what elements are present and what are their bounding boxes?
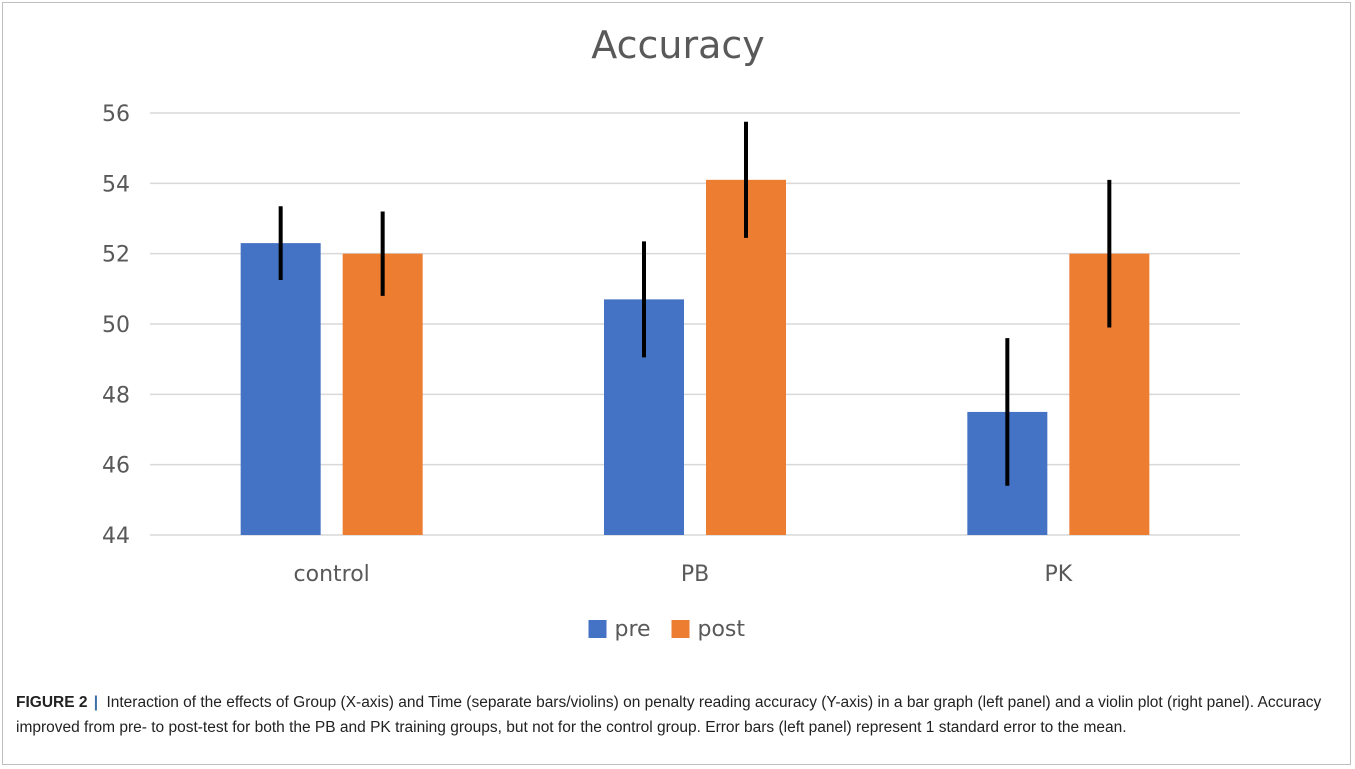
gridlines [150, 112, 1240, 536]
caption-label: FIGURE 2 [16, 694, 88, 711]
y-axis-tick-labels: 44 46 48 50 52 54 56 [102, 102, 130, 549]
y-tick-label-48: 48 [102, 383, 130, 408]
legend-label-post: post [698, 617, 746, 642]
x-axis-tick-labels: control PB PK [294, 562, 1073, 587]
y-tick-label-50: 50 [102, 313, 130, 338]
legend-swatch-pre [588, 620, 607, 638]
bar-control-pre [240, 243, 321, 535]
y-tick-label-52: 52 [102, 243, 130, 268]
chart-title: Accuracy [591, 23, 765, 67]
caption-text: Interaction of the effects of Group (X-a… [16, 694, 1322, 736]
caption-separator: | [93, 694, 99, 711]
legend-label-pre: pre [615, 617, 651, 642]
y-tick-label-54: 54 [102, 172, 130, 197]
figure-caption: FIGURE 2 | Interaction of the effects of… [16, 690, 1334, 740]
legend-swatch-post [671, 620, 690, 638]
y-tick-label-56: 56 [102, 102, 130, 127]
bars [240, 179, 1150, 536]
legend: pre post [588, 617, 746, 642]
x-tick-label-PB: PB [681, 562, 709, 587]
y-tick-label-44: 44 [102, 524, 130, 549]
bar-control-post [342, 253, 423, 535]
y-tick-label-46: 46 [102, 454, 130, 479]
x-tick-label-control: control [294, 562, 370, 587]
x-tick-label-PK: PK [1044, 562, 1072, 587]
error-bars [278, 121, 1112, 486]
bar-PB-post [706, 179, 786, 536]
